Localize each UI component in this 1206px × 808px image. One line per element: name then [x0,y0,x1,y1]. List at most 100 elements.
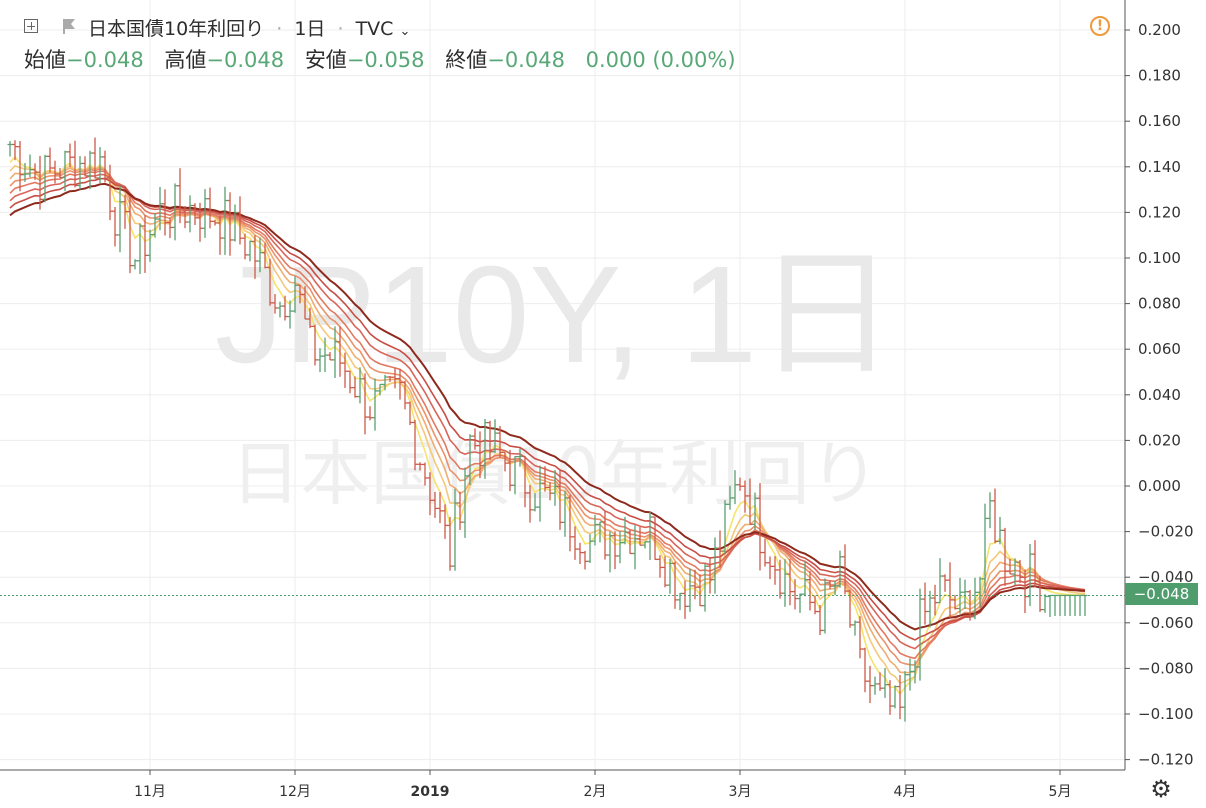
ohlc-bar [377,383,383,396]
ohlc-bar [357,367,363,404]
ohlc-bar [127,196,133,274]
ohlc-bar [22,163,28,182]
y-tick-label: 0.080 [1138,295,1181,313]
ohlc-bar [997,516,1003,545]
ohlc-bar [352,376,358,398]
ohlc-bar [237,196,243,245]
ohlc-bar [927,590,933,628]
ohlc-bar [512,455,518,495]
gear-icon[interactable]: ⚙ [1150,775,1172,803]
ohlc-bar [582,550,588,570]
ohlc-bar [737,477,743,491]
ohlc-bar [742,480,748,513]
ohlc-bar [112,206,118,247]
ohlc-bar [242,233,248,260]
ohlc-bar [292,276,298,313]
ohlc-bar [747,478,753,525]
ohlc-bar [572,526,578,560]
ohlc-bar [422,462,428,486]
y-tick-label: −0.100 [1138,705,1194,723]
symbol-title-row[interactable]: 日本国債10年利回り · 1日 · TVC ⌄ [88,18,411,40]
y-tick-label: 0.100 [1138,249,1181,267]
ohlc-bar [802,561,808,597]
ohlc-bar [557,470,563,530]
plus-box-icon[interactable] [24,19,38,33]
ohlc-bar [247,240,253,262]
ohlc-bar [167,217,173,239]
ohlc-bar [137,223,143,275]
ohlc-bar [472,428,478,450]
ohlc-bar [587,534,593,563]
ohlc-bar [1062,594,1068,616]
ohlc-bar [777,559,783,599]
ohlc-bar [12,140,18,161]
y-tick-label: 0.180 [1138,67,1181,85]
ohlc-bar [152,213,158,238]
ohlc-bars [7,137,1088,722]
ohlc-bar [87,150,93,190]
y-tick-label: 0.200 [1138,21,1181,39]
ohlc-bar [932,584,938,616]
change-value: 0.000 (0.00%) [585,48,736,72]
ohlc-bar [312,324,318,366]
ma-line-8 [9,182,1086,631]
ohlc-bar [207,187,213,229]
ohlc-bar [882,668,888,698]
y-tick-label: −0.080 [1138,659,1194,677]
ohlc-bar [862,647,868,693]
ohlc-bar [867,665,873,704]
x-tick-label: 3月 [729,784,752,800]
ohlc-bar [342,352,348,388]
ohlc-bar [462,467,468,538]
time-axis: 11月 12月 2019 2月 3月 4月 5月 [134,770,1071,800]
ohlc-bar [897,674,903,720]
chart-legend-header: 日本国債10年利回り · 1日 · TVC ⌄ 始値−0.048 高値−0.04… [0,0,1125,72]
x-tick-label: 11月 [134,784,166,800]
y-tick-label: 0.000 [1138,477,1181,495]
ohlc-bar [792,579,798,610]
warning-circle-icon[interactable]: ! [1090,16,1110,36]
ohlc-bar [887,680,893,715]
source-label: TVC [355,18,394,40]
ohlc-bar [302,286,308,320]
x-tick-label: 4月 [894,784,917,800]
ohlc-bar [872,676,878,695]
ohlc-bar [692,569,698,600]
ohlc-bar [17,141,23,192]
ohlc-bar [847,589,853,628]
chevron-down-icon[interactable]: ⌄ [399,24,411,39]
ohlc-bar [597,521,603,543]
low-value: −0.058 [346,48,425,72]
ma-line-6 [9,173,1086,650]
flag-icon[interactable] [62,18,76,34]
ohlc-bar [182,206,188,229]
ohlc-bar [832,580,838,596]
y-tick-label: 0.060 [1138,340,1181,358]
ohlc-bar [232,204,238,242]
ohlc-bar [532,493,538,512]
ohlc-bar [457,491,463,530]
ohlc-bar [712,537,718,594]
ohlc-bar [317,348,323,373]
ohlc-bar [177,168,183,224]
ohlc-bar [437,492,443,524]
ohlc-bar [72,140,78,188]
ohlc-bar [252,235,258,279]
y-tick-label: 0.120 [1138,203,1181,221]
ohlc-bar [157,186,163,231]
interval-label: 1日 [294,18,326,40]
ohlc-bar [907,658,913,691]
ohlc-bar [697,574,703,607]
low-label: 安値 [304,48,347,72]
ohlc-bar [962,579,968,609]
ohlc-bar [827,580,833,590]
x-tick-label: 2019 [411,784,450,800]
close-value: −0.048 [487,48,565,72]
ohlc-bar [192,203,198,225]
ohlc-bar [507,449,513,492]
ohlc-bar [1057,594,1063,616]
ohlc-bar [52,160,58,184]
open-label: 始値 [24,48,66,72]
y-tick-label: −0.060 [1138,614,1194,632]
